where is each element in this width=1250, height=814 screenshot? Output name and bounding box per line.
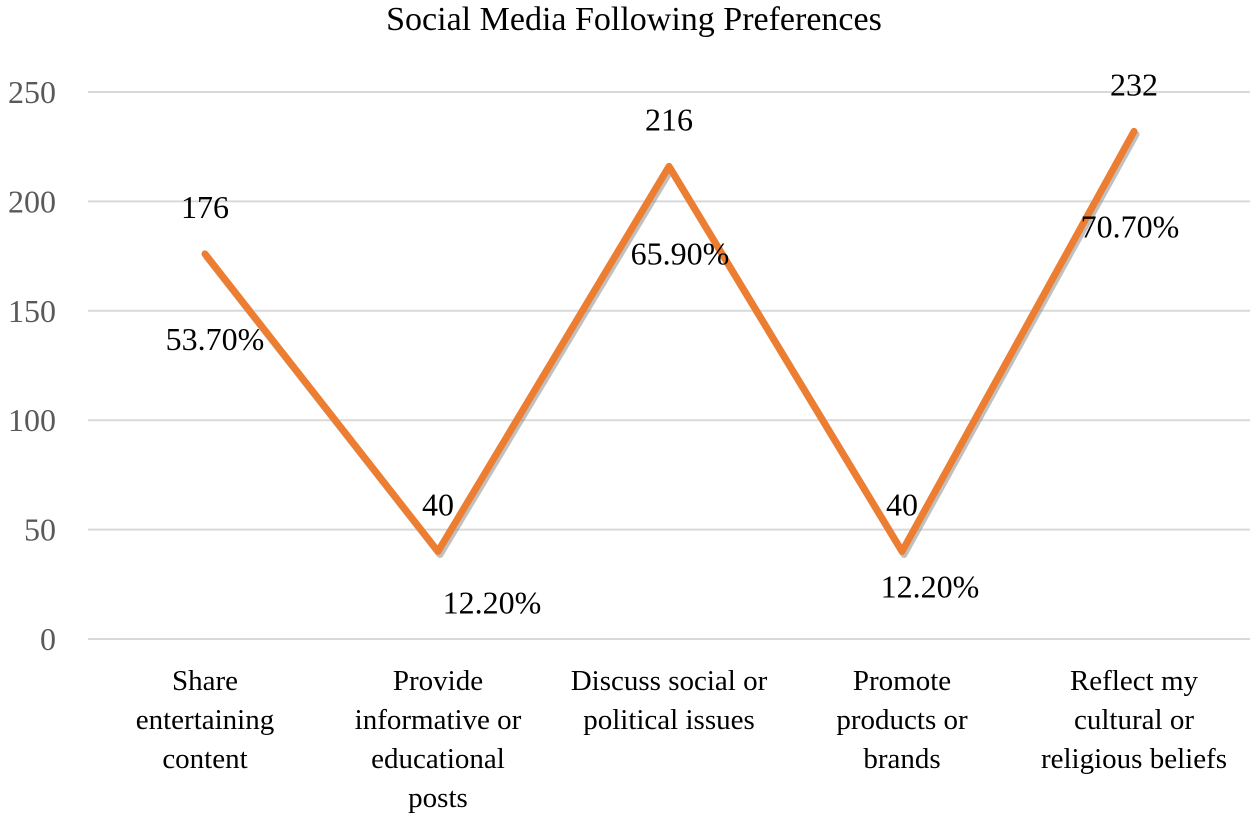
- data-label-value: 216: [645, 101, 693, 137]
- x-axis: Share entertaining content Provide informati…: [136, 665, 1227, 814]
- x-category-label-line: informative or: [355, 704, 522, 736]
- y-tick-label: 150: [8, 293, 56, 329]
- x-category-label: Discuss social or political issues: [571, 665, 768, 736]
- x-category-label-line: Reflect my: [1070, 665, 1199, 697]
- data-label-percent: 65.90%: [631, 235, 730, 271]
- data-label-value: 40: [422, 486, 454, 522]
- x-category-label-line: Provide: [393, 665, 483, 697]
- x-category-label-line: Discuss social or: [571, 665, 768, 697]
- data-label-percent: 12.20%: [443, 584, 542, 620]
- x-category-label: Promote products or brands: [836, 665, 968, 775]
- data-label-percent: 70.70%: [1081, 208, 1180, 244]
- data-label-value: 40: [886, 486, 918, 522]
- chart-title: Social Media Following Preferences: [386, 1, 882, 38]
- x-category-label-line: Share: [172, 665, 238, 697]
- x-category-label-line: products or: [836, 704, 968, 736]
- x-category-label-line: cultural or: [1074, 704, 1194, 736]
- data-labels: 176 53.70% 40 12.20% 216 65.90% 40 12.20% 232 70.…: [166, 66, 1180, 620]
- x-category-label: Share entertaining content: [136, 665, 275, 775]
- data-label-value: 176: [181, 189, 229, 225]
- data-label-percent: 53.70%: [166, 321, 265, 357]
- x-category-label-line: content: [162, 743, 247, 775]
- y-tick-label: 200: [8, 183, 56, 219]
- series-line: [201, 127, 1138, 555]
- y-tick-label: 0: [40, 621, 56, 657]
- x-category-label-line: entertaining: [136, 704, 275, 736]
- x-category-label-line: educational: [371, 743, 505, 775]
- x-category-label: Provide informative or educational posts: [355, 665, 522, 814]
- x-category-label-line: posts: [408, 782, 468, 814]
- data-label-value: 232: [1110, 66, 1158, 102]
- series-line-shadow: [203, 130, 1140, 558]
- y-axis: 0 50 100 150 200 250: [8, 74, 56, 657]
- x-category-label-line: religious beliefs: [1041, 743, 1227, 775]
- x-category-label-line: brands: [863, 743, 940, 775]
- y-tick-label: 250: [8, 74, 56, 110]
- x-category-label-line: political issues: [583, 704, 755, 736]
- x-category-label-line: Promote: [853, 665, 951, 697]
- y-tick-label: 100: [8, 402, 56, 438]
- data-label-percent: 12.20%: [881, 568, 980, 604]
- y-tick-label: 50: [24, 512, 56, 548]
- x-category-label: Reflect my cultural or religious beliefs: [1041, 665, 1227, 775]
- series-lines: [201, 127, 1140, 558]
- gridlines: [88, 91, 1250, 640]
